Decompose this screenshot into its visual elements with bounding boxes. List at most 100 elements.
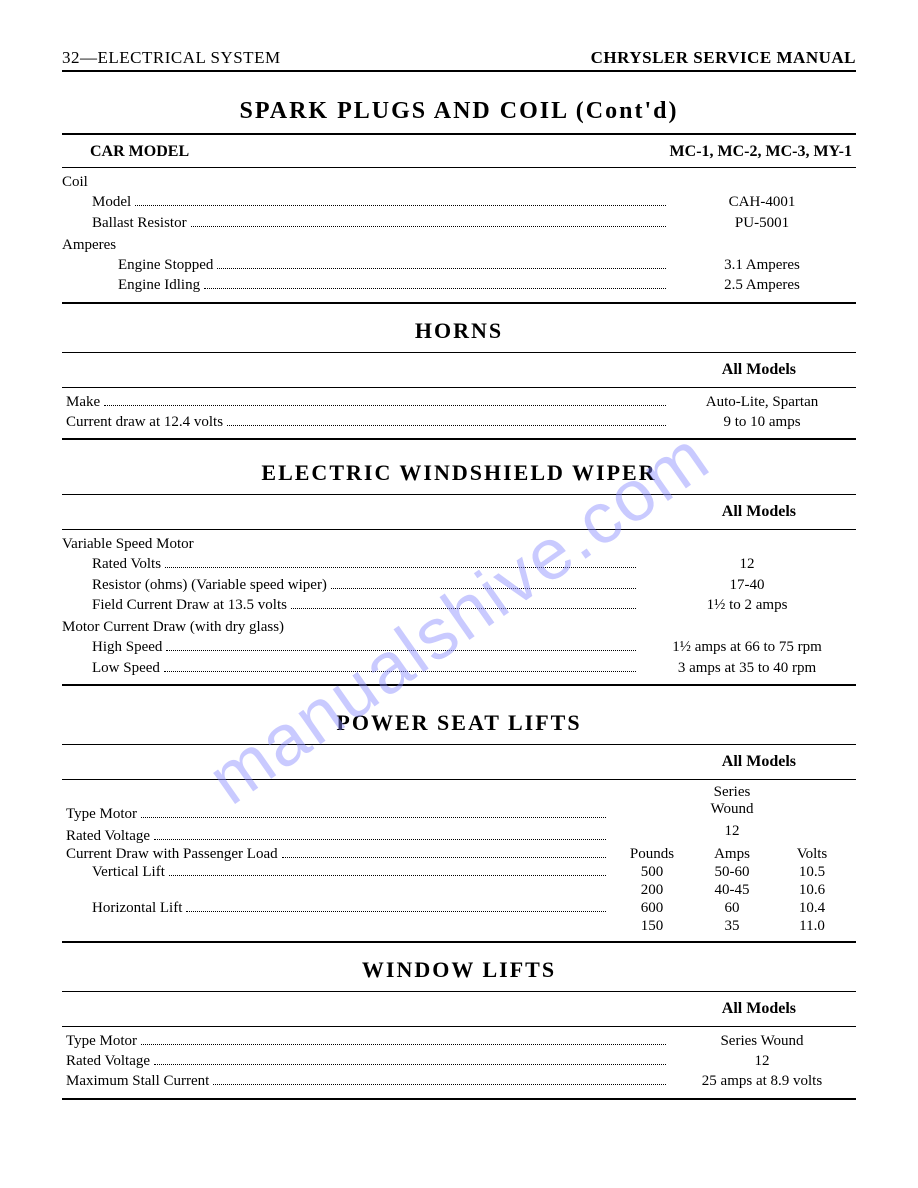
leader-dots bbox=[213, 1072, 666, 1085]
leader-dots bbox=[141, 805, 606, 818]
rule bbox=[62, 438, 856, 440]
col-amps: Amps bbox=[692, 846, 772, 863]
spec-value: 12 bbox=[642, 554, 852, 574]
spec-value: 17-40 bbox=[642, 575, 852, 595]
spec-row: Low Speed 3 amps at 35 to 40 rpm bbox=[62, 658, 856, 678]
spec-label: Vertical Lift bbox=[66, 864, 165, 881]
car-model-value: MC-1, MC-2, MC-3, MY-1 bbox=[670, 143, 852, 161]
rule bbox=[62, 779, 856, 780]
spec-row: Field Current Draw at 13.5 volts 1½ to 2… bbox=[62, 595, 856, 615]
spec-row: Rated Voltage 12 bbox=[62, 1051, 856, 1071]
spec-label: Current draw at 12.4 volts bbox=[66, 412, 223, 432]
spec-label: Current Draw with Passenger Load bbox=[66, 846, 278, 863]
car-model-label: CAR MODEL bbox=[90, 143, 189, 161]
spec-label: Make bbox=[66, 392, 100, 412]
spec-label: Rated Voltage bbox=[66, 828, 150, 845]
spec-value: PU-5001 bbox=[672, 213, 852, 233]
cell: 500 bbox=[612, 864, 692, 881]
spec-row: 150 35 11.0 bbox=[62, 917, 856, 935]
header-section-label: 32—ELECTRICAL SYSTEM bbox=[62, 48, 281, 68]
spec-value: 3.1 Amperes bbox=[672, 255, 852, 275]
spec-value bbox=[772, 784, 852, 818]
spec-value: 12 bbox=[692, 823, 772, 840]
spec-value bbox=[612, 823, 692, 840]
col-pounds: Pounds bbox=[612, 846, 692, 863]
leader-dots bbox=[166, 638, 636, 651]
spec-label: Engine Idling bbox=[66, 275, 200, 295]
rule bbox=[62, 1098, 856, 1100]
wiper-spec-block: Variable Speed Motor Rated Volts 12 Resi… bbox=[62, 534, 856, 678]
rule bbox=[62, 494, 856, 495]
page-header: 32—ELECTRICAL SYSTEM CHRYSLER SERVICE MA… bbox=[62, 48, 856, 72]
spec-label: Maximum Stall Current bbox=[66, 1071, 209, 1091]
spec-row: Maximum Stall Current 25 amps at 8.9 vol… bbox=[62, 1071, 856, 1091]
spec-row: Rated Volts 12 bbox=[62, 554, 856, 574]
spec-row: Engine Idling 2.5 Amperes bbox=[62, 275, 856, 295]
wiper-draw-group-label: Motor Current Draw (with dry glass) bbox=[62, 617, 856, 637]
leader-dots bbox=[227, 413, 666, 426]
spec-label: Field Current Draw at 13.5 volts bbox=[66, 595, 287, 615]
rule bbox=[62, 529, 856, 530]
window-spec-block: Type Motor Series Wound Rated Voltage 12… bbox=[62, 1031, 856, 1092]
spec-value bbox=[612, 784, 692, 818]
leader-dots bbox=[169, 863, 606, 876]
leader-dots bbox=[217, 256, 666, 269]
spec-value bbox=[772, 823, 852, 840]
spec-value: 25 amps at 8.9 volts bbox=[672, 1071, 852, 1091]
leader-dots bbox=[204, 276, 666, 289]
spec-label: Low Speed bbox=[66, 658, 160, 678]
rule bbox=[62, 744, 856, 745]
cell: 600 bbox=[612, 900, 692, 917]
header-manual-title: CHRYSLER SERVICE MANUAL bbox=[591, 48, 856, 68]
cell: 200 bbox=[612, 882, 692, 899]
leader-dots bbox=[135, 193, 666, 206]
spec-label: Engine Stopped bbox=[66, 255, 213, 275]
rule bbox=[62, 991, 856, 992]
section-title-spark: SPARK PLUGS AND COIL (Cont'd) bbox=[62, 98, 856, 125]
spec-value: Series Wound bbox=[672, 1031, 852, 1051]
rule bbox=[62, 133, 856, 135]
column-header: All Models bbox=[62, 499, 856, 525]
amperes-group-label: Amperes bbox=[62, 235, 856, 255]
rule bbox=[62, 1026, 856, 1027]
leader-dots bbox=[104, 393, 666, 406]
spec-row: Ballast Resistor PU-5001 bbox=[62, 213, 856, 233]
leader-dots bbox=[164, 659, 636, 672]
spec-label: Type Motor bbox=[66, 806, 137, 823]
leader-dots bbox=[154, 827, 606, 840]
power-seat-spec-block: Type Motor Series Wound Rated Voltage 12… bbox=[62, 784, 856, 935]
cell: 40-45 bbox=[692, 882, 772, 899]
section-title-window: WINDOW LIFTS bbox=[62, 957, 856, 983]
col-volts: Volts bbox=[772, 846, 852, 863]
column-header: All Models bbox=[62, 749, 856, 775]
cell: 150 bbox=[612, 918, 692, 935]
rule bbox=[62, 302, 856, 304]
spec-row: Make Auto-Lite, Spartan bbox=[62, 392, 856, 412]
spec-row: Type Motor Series Wound bbox=[62, 1031, 856, 1051]
spec-label bbox=[66, 918, 96, 935]
spec-row: Rated Voltage 12 bbox=[62, 823, 856, 845]
rule bbox=[62, 167, 856, 168]
leader-dots bbox=[191, 214, 666, 227]
spec-label: Model bbox=[66, 192, 131, 212]
cell: 11.0 bbox=[772, 918, 852, 935]
spec-row: Current draw at 12.4 volts 9 to 10 amps bbox=[62, 412, 856, 432]
spec-label: High Speed bbox=[66, 637, 162, 657]
column-header: All Models bbox=[62, 996, 856, 1022]
spec-row: Model CAH-4001 bbox=[62, 192, 856, 212]
coil-group-label: Coil bbox=[62, 172, 856, 192]
section-title-horns: HORNS bbox=[62, 318, 856, 344]
section-title-wiper: ELECTRIC WINDSHIELD WIPER bbox=[62, 460, 856, 486]
leader-dots bbox=[291, 596, 636, 609]
leader-dots bbox=[282, 845, 606, 858]
cell: 10.4 bbox=[772, 900, 852, 917]
spec-row: Horizontal Lift 600 60 10.4 bbox=[62, 899, 856, 917]
leader-dots bbox=[165, 555, 636, 568]
rule bbox=[62, 387, 856, 388]
spec-row: Type Motor Series Wound bbox=[62, 784, 856, 823]
spec-value: 1½ to 2 amps bbox=[642, 595, 852, 615]
spec-row: Vertical Lift 500 50-60 10.5 bbox=[62, 863, 856, 881]
rule bbox=[62, 684, 856, 686]
spec-label bbox=[66, 882, 96, 899]
spec-row: High Speed 1½ amps at 66 to 75 rpm bbox=[62, 637, 856, 657]
